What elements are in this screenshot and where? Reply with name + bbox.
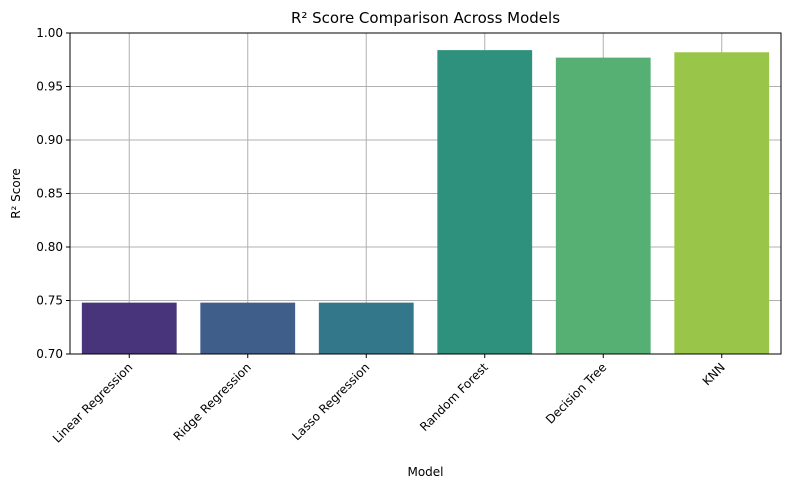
x-tick-label: Random Forest	[417, 360, 491, 434]
y-tick-label: 0.80	[36, 240, 63, 254]
bar-ridge-regression	[200, 302, 296, 354]
x-axis-label: Model	[407, 465, 443, 479]
bar-decision-tree	[555, 57, 651, 355]
bar-random-forest	[437, 50, 533, 355]
x-tick-label: Linear Regression	[50, 360, 135, 445]
y-tick-label: 0.90	[36, 133, 63, 147]
y-axis-label: R² Score	[9, 168, 23, 219]
bar-lasso-regression	[318, 302, 414, 354]
y-tick-label: 0.85	[36, 187, 63, 201]
x-tick-label: Lasso Regression	[289, 360, 372, 443]
chart-title: R² Score Comparison Across Models	[291, 9, 560, 27]
bars	[81, 50, 770, 355]
x-tick-label: KNN	[700, 360, 728, 388]
x-tick-label: Decision Tree	[543, 360, 609, 426]
y-tick-label: 1.00	[36, 26, 63, 40]
x-tick-label: Ridge Regression	[171, 360, 254, 443]
y-tick-label: 0.70	[36, 347, 63, 361]
y-tick-label: 0.95	[36, 80, 63, 94]
y-tick-label: 0.75	[36, 294, 63, 308]
bar-knn	[674, 52, 770, 354]
bar-linear-regression	[81, 302, 177, 354]
